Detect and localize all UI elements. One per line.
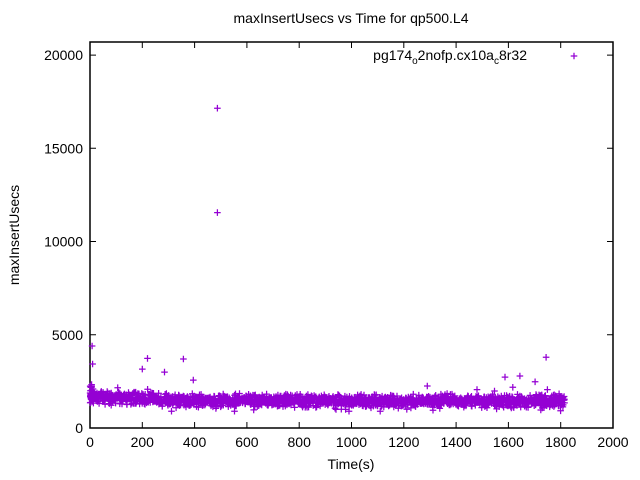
x-axis-label: Time(s) — [327, 456, 375, 472]
x-tick-label: 0 — [86, 434, 94, 450]
y-tick-label: 15000 — [44, 140, 83, 156]
y-tick-label: 20000 — [44, 47, 83, 63]
axis-ticks — [89, 42, 614, 429]
x-tick-label: 1400 — [441, 434, 472, 450]
plot-border — [89, 41, 614, 429]
chart-title: maxInsertUsecs vs Time for qp500.L4 — [233, 10, 469, 26]
x-tick-label: 200 — [131, 434, 155, 450]
legend-entry-label: pg174o2nofp.cx10ac8r32 — [373, 47, 527, 67]
data-points-band — [86, 381, 568, 415]
y-tick-label: 0 — [75, 420, 83, 436]
x-tick-label: 1800 — [545, 434, 576, 450]
legend-label-text: pg174 — [373, 47, 413, 63]
legend-label-text: 2nofp.cx10a — [417, 47, 494, 63]
x-tick-label: 2000 — [597, 434, 628, 450]
legend-label-subscript: o — [412, 55, 418, 67]
x-tick-label: 1600 — [493, 434, 524, 450]
y-axis-label: maxInsertUsecs — [6, 184, 22, 286]
x-tick-label: 1000 — [336, 434, 367, 450]
x-tick-label: 1200 — [388, 434, 419, 450]
data-points-outliers — [88, 104, 551, 393]
x-tick-label: 400 — [183, 434, 207, 450]
legend-label-text: 8r32 — [498, 47, 527, 63]
x-tick-label: 800 — [288, 434, 312, 450]
x-tick-label: 600 — [235, 434, 259, 450]
legend-marker-plus-icon — [570, 52, 578, 60]
y-tick-label: 5000 — [52, 327, 83, 343]
legend-label-subscript: c — [493, 55, 499, 67]
y-tick-label: 10000 — [44, 234, 83, 250]
